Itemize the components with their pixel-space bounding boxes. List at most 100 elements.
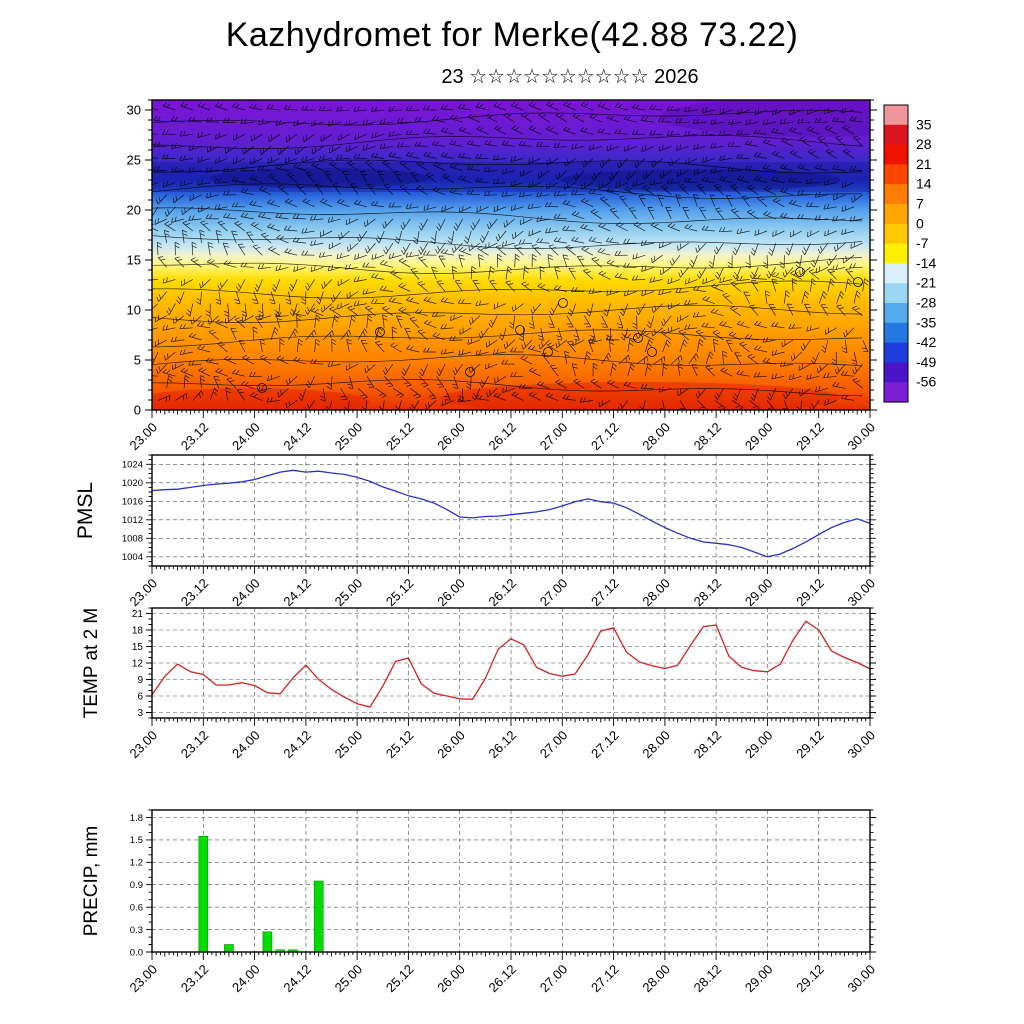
colorbar-label: -42 — [916, 334, 936, 350]
x-tick-label: 29.00 — [742, 962, 776, 996]
x-axis-ticks — [151, 718, 871, 726]
calm-wind-circle — [543, 347, 553, 357]
colorbar-segment — [884, 164, 908, 185]
x-tick-label: 27.00 — [537, 962, 571, 996]
pmsl-line — [151, 469, 871, 558]
y-tick-label: 12 — [132, 659, 144, 670]
colorbar-label: 35 — [916, 116, 932, 132]
y-tick-label: 21 — [132, 609, 144, 620]
calm-wind-circle — [375, 327, 385, 337]
calm-wind-circle — [558, 298, 568, 308]
y-tick-label: 1.5 — [130, 835, 143, 846]
y-tick-label: 1012 — [122, 515, 143, 526]
colorbar-segment — [884, 283, 908, 304]
colorbar-segment — [884, 204, 908, 225]
colorbar-label: -7 — [916, 235, 929, 251]
x-tick-label: 23.00 — [127, 728, 161, 762]
x-tick-label: 27.12 — [588, 728, 622, 762]
calm-wind-circle — [515, 325, 525, 335]
colorbar-segment — [884, 184, 908, 205]
x-tick-label: 27.12 — [588, 576, 622, 610]
y-tick-label: 1024 — [122, 460, 143, 471]
colorbar-segment — [884, 303, 908, 324]
colorbar-segment — [884, 243, 908, 264]
colorbar-segment — [884, 105, 908, 126]
x-tick-label: 28.00 — [639, 420, 673, 454]
x-tick-label: 26.12 — [486, 962, 520, 996]
x-tick-label: 23.12 — [178, 962, 212, 996]
x-tick-label: 24.00 — [229, 576, 263, 610]
y-tick-label: 0.0 — [130, 947, 143, 958]
x-tick-label: 28.12 — [691, 420, 725, 454]
colorbar-border — [883, 104, 909, 403]
pmsl-panel: 1004 1008 1012 1016 1020 1024 23.00 23.12 24.00 2… — [74, 454, 879, 610]
contour-lines — [152, 109, 863, 397]
x-tick-label: 29.00 — [742, 728, 776, 762]
x-tick-label: 30.00 — [845, 962, 879, 996]
chart-subtitle: 23 ☆☆☆☆☆☆☆☆☆☆ 2026 — [441, 66, 699, 88]
y-axis-ticks — [146, 607, 876, 719]
colorbar-segment — [884, 223, 908, 245]
x-tick-label: 23.12 — [178, 728, 212, 762]
x-tick-label: 26.00 — [434, 576, 468, 610]
precip-bar — [224, 944, 234, 953]
colorbar-label: 14 — [916, 176, 932, 192]
x-tick-label: 28.00 — [639, 728, 673, 762]
y-tick-label: 25 — [127, 153, 141, 168]
x-axis-ticks — [151, 952, 871, 960]
x-tick-label: 23.00 — [127, 420, 161, 454]
precip-bar — [313, 880, 324, 953]
x-tick-label: 25.12 — [383, 728, 417, 762]
calm-wind-circle — [647, 347, 657, 357]
colorbar-segment — [884, 263, 908, 284]
y-tick-label: 0.9 — [130, 880, 143, 891]
y-tick-label: 5 — [134, 353, 141, 368]
colorbar-label: -49 — [916, 354, 936, 370]
precip-bar — [262, 931, 273, 953]
x-tick-label: 27.12 — [588, 420, 622, 454]
colorbar-segment — [884, 382, 908, 403]
colorbar-label: 7 — [916, 196, 924, 212]
colorbar-label: -21 — [916, 275, 936, 291]
x-tick-label: 29.00 — [742, 420, 776, 454]
y-tick-label: 0.3 — [130, 925, 143, 936]
y-axis-ticks — [146, 454, 876, 567]
x-tick-label: 24.12 — [280, 728, 314, 762]
y-tick-label: 1004 — [122, 552, 143, 563]
x-tick-label: 30.00 — [845, 576, 879, 610]
x-tick-label: 24.12 — [280, 962, 314, 996]
x-tick-label: 23.00 — [127, 962, 161, 996]
colorbar-label: -56 — [916, 374, 936, 390]
x-tick-label: 29.12 — [793, 728, 827, 762]
colorbar-segment — [884, 362, 908, 383]
x-tick-label: 27.12 — [588, 962, 622, 996]
y-tick-label: 20 — [127, 203, 141, 218]
x-tick-label: 25.00 — [332, 728, 366, 762]
x-tick-label: 25.12 — [383, 420, 417, 454]
cold-core — [210, 168, 430, 188]
x-tick-label: 23.00 — [127, 576, 161, 610]
y-tick-label: 1.2 — [130, 858, 143, 869]
x-tick-label: 28.12 — [691, 962, 725, 996]
y-axis-title: PMSL — [74, 482, 97, 539]
x-tick-label: 29.12 — [793, 420, 827, 454]
page-title: Kazhydromet for Merke(42.88 73.22) — [225, 16, 799, 54]
x-tick-label: 24.12 — [280, 576, 314, 610]
x-axis-ticks — [151, 410, 871, 418]
calm-wind-circle — [257, 383, 267, 393]
grid-lines — [152, 810, 870, 953]
temp2m-panel: 3 6 9 12 15 18 21 23.00 23.12 24.00 24.12 25.00 25.1… — [81, 607, 878, 762]
x-tick-label: 28.00 — [639, 576, 673, 610]
y-tick-label: 1.8 — [130, 813, 143, 824]
y-tick-label: 9 — [137, 675, 143, 686]
x-tick-label: 29.12 — [793, 576, 827, 610]
x-tick-label: 25.12 — [383, 576, 417, 610]
y-tick-label: 6 — [137, 692, 143, 703]
cross-section-panel: 0 5 10 15 20 25 30 23.00 23.12 24.00 24.12 25.00 25.… — [127, 99, 878, 454]
x-tick-label: 28.12 — [691, 728, 725, 762]
y-axis-title: PRECIP, mm — [81, 826, 102, 937]
precip-panel: 0.0 0.3 0.6 0.9 1.2 1.5 1.8 23.00 23.12 24.00 24.1… — [81, 809, 879, 996]
y-axis-ticks — [145, 99, 877, 411]
x-tick-label: 25.12 — [383, 962, 417, 996]
